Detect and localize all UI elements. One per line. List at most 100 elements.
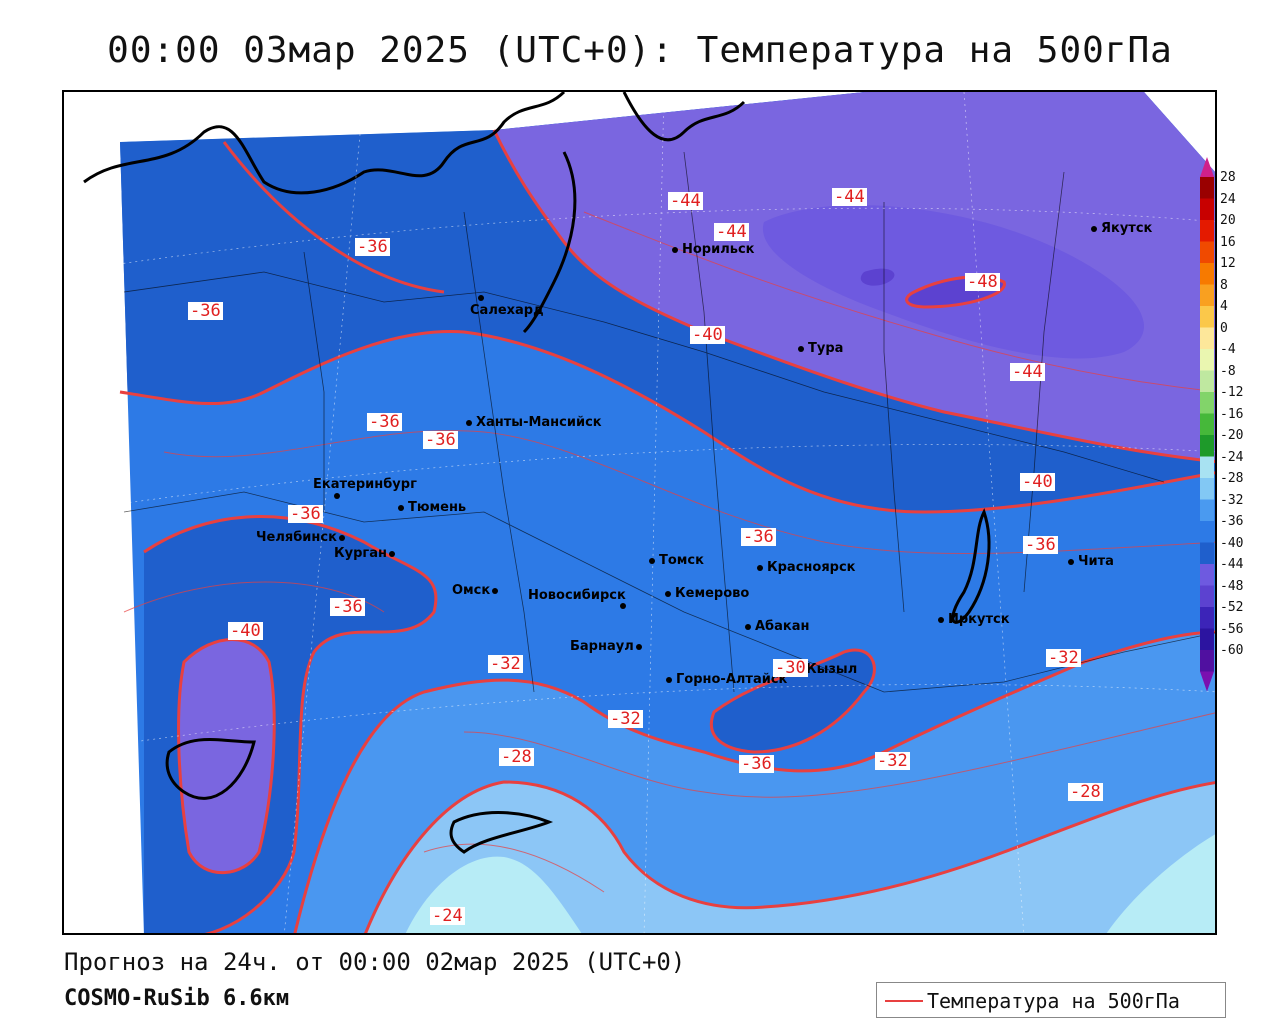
colorbar-swatch: [1200, 542, 1214, 564]
colorbar-swatch: [1200, 263, 1214, 285]
legend-label: Температура на 500гПа: [927, 989, 1180, 1013]
city-label: Тюмень: [408, 500, 467, 515]
city-label: Салехард: [470, 303, 544, 318]
colorbar-tick-label: 0: [1220, 320, 1228, 336]
colorbar-swatch: [1200, 478, 1214, 500]
zone-m24-east: [1104, 832, 1215, 933]
city-dot: [745, 623, 751, 630]
city-abakan: Абакан: [745, 619, 810, 634]
map-title: 00:00 03мар 2025 (UTC+0): Температура на…: [107, 30, 1173, 71]
colorbar-tick-label: -4: [1220, 342, 1236, 357]
city-novosibirsk-dot: [620, 598, 630, 613]
contour-label: -36: [1023, 535, 1058, 555]
city-dot: [757, 564, 763, 571]
colorbar-tick-label: 4: [1220, 299, 1228, 314]
contour-label: -44: [668, 191, 703, 211]
colorbar-swatch: [1200, 413, 1214, 435]
contour-label: -24: [430, 906, 465, 926]
contour-label: -44: [832, 187, 867, 207]
colorbar-tick-label: -12: [1220, 385, 1244, 400]
city-dot: [388, 550, 395, 557]
contour-label: -32: [1046, 648, 1081, 668]
city-dot: [334, 492, 340, 499]
colorbar-swatch: [1200, 585, 1214, 607]
colorbar-tick-label: 16: [1220, 234, 1236, 250]
colorbar-tick-label: -28: [1220, 471, 1244, 486]
colorbar-tick-label: -60: [1220, 643, 1244, 658]
colorbar-swatch: [1200, 177, 1214, 199]
city-kurgan: Курган: [334, 546, 399, 561]
contour-label: -40: [690, 325, 725, 345]
colorbar-swatch: [1200, 306, 1214, 328]
colorbar-swatch: [1200, 241, 1214, 263]
colorbar-swatch: [1200, 435, 1214, 457]
city-chita: Чита: [1068, 554, 1114, 569]
colorbar-swatch: [1200, 650, 1214, 672]
city-label: Ханты-Мансийск: [476, 415, 602, 430]
city-label: Барнаул: [570, 639, 634, 654]
city-dot: [666, 676, 672, 683]
contour-label: -32: [488, 654, 523, 674]
map-frame: [62, 90, 1217, 935]
city-kemerovo: Кемерово: [665, 586, 749, 601]
colorbar-swatch: [1200, 628, 1214, 650]
city-dot: [478, 294, 484, 301]
colorbar-swatch: [1200, 370, 1214, 392]
model-text: COSMO-RuSib 6.6км: [64, 986, 290, 1011]
city-omsk: Омск: [452, 583, 502, 598]
colorbar-tick-label: 24: [1220, 191, 1236, 207]
colorbar-top-arrow: [1200, 157, 1214, 177]
colorbar-tick-label: -40: [1220, 535, 1244, 551]
contour-label: -28: [1068, 782, 1103, 802]
city-gorno-altaysk: Горно-Алтайск: [666, 672, 787, 687]
isotherm-m40-west: [177, 638, 276, 875]
colorbar-swatch: [1200, 284, 1214, 306]
city-label: Челябинск: [256, 530, 337, 545]
city-dot: [398, 504, 404, 511]
city-dot: [665, 590, 671, 597]
city-label: Якутск: [1101, 221, 1153, 236]
city-label: Горно-Алтайск: [676, 672, 788, 687]
colorbar-swatch: [1200, 499, 1214, 521]
city-novosibirsk: Новосибирск: [528, 588, 626, 603]
contour-label: -36: [367, 412, 402, 432]
city-salekhard-label: Салехард: [470, 303, 544, 318]
city-ekaterinburg: Екатеринбург: [313, 477, 417, 492]
city-dot: [338, 534, 345, 541]
forecast-text: Прогноз на 24ч. от 00:00 02мар 2025 (UTC…: [64, 948, 686, 976]
zone-m48a: [860, 268, 895, 286]
colorbar-swatch: [1200, 220, 1214, 242]
zone-m36-altai: [711, 650, 875, 752]
city-label: Екатеринбург: [313, 477, 417, 492]
temperature-map: [64, 92, 1215, 933]
contour-label: -40: [1020, 472, 1055, 492]
city-dot: [635, 643, 642, 650]
contour-label: -36: [739, 754, 774, 774]
city-label: Иркутск: [948, 612, 1010, 627]
contour-label: -36: [423, 430, 458, 450]
colorbar: [1200, 157, 1214, 692]
city-label: Омск: [452, 583, 491, 598]
colorbar-tick-label: -16: [1220, 406, 1244, 422]
admin-borders: [123, 151, 1215, 693]
contour-label: -48: [965, 272, 1000, 292]
colorbar-tick-label: 20: [1220, 213, 1236, 228]
city-dot: [649, 557, 655, 564]
city-dot: [1091, 225, 1097, 232]
colorbar-tick-label: 28: [1220, 170, 1236, 185]
city-label: Тура: [808, 341, 844, 356]
isotherm-m48: [905, 275, 1006, 309]
contour-label: -32: [608, 709, 643, 729]
city-salekhard: [478, 290, 488, 305]
colorbar-tick-label: -32: [1220, 492, 1244, 508]
city-ekaterinburg-dot: [334, 488, 344, 503]
city-irkutsk: Иркутск: [938, 612, 1010, 627]
city-label: Кемерово: [675, 586, 750, 601]
contour-label: -28: [499, 747, 534, 767]
colorbar-swatch: [1200, 198, 1214, 220]
city-yakutsk: Якутск: [1091, 221, 1152, 236]
contour-label: -36: [188, 301, 223, 321]
city-dot: [798, 345, 804, 352]
city-krasnoyarsk: Красноярск: [757, 560, 856, 575]
isotherm-m36-north: [222, 141, 445, 294]
